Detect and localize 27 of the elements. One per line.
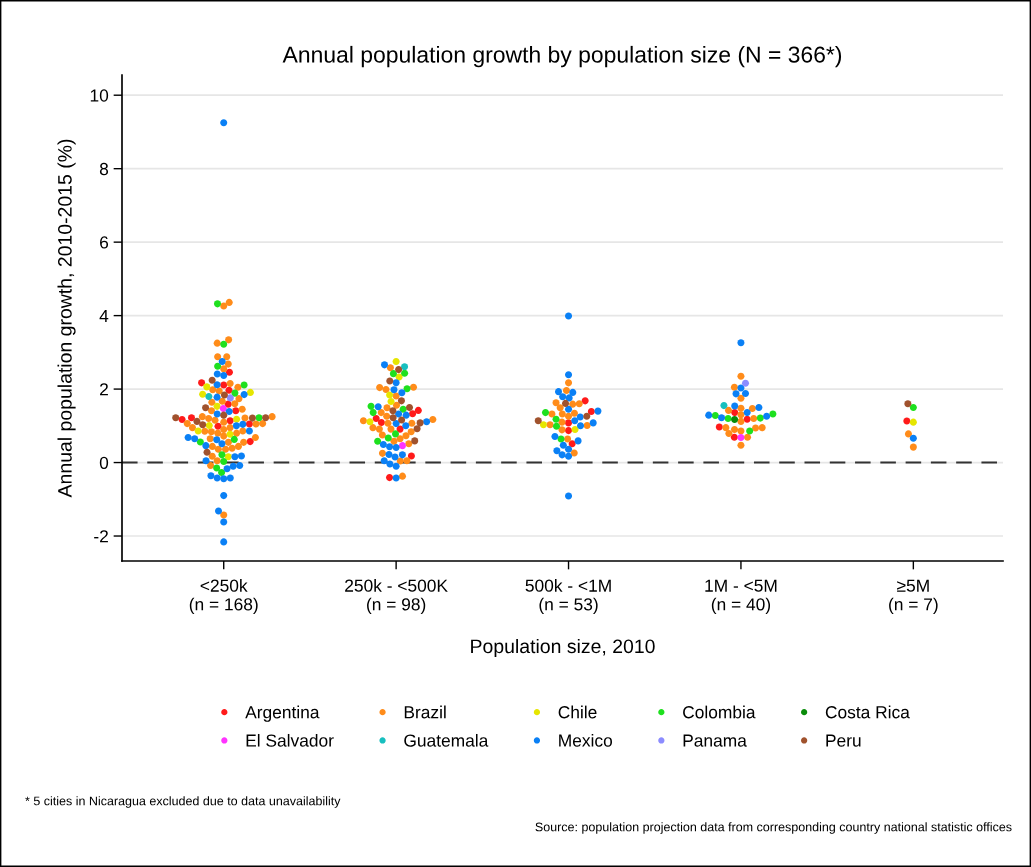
legend-label: Peru (826, 734, 861, 747)
y-tick-label: 0 (99, 456, 109, 470)
x-tick-label: 500k - <1M (n = 53) (525, 579, 611, 614)
y-tick-label: -2 (94, 530, 108, 543)
x-tick-label: <250k (n = 168) (189, 579, 258, 614)
y-axis-title: Annual population growth, 2010-2015 (%) (57, 139, 76, 498)
y-tick-label: 4 (99, 309, 109, 322)
y-tick-label: 8 (99, 162, 109, 176)
source-note: Source: population projection data from corresponding country national statistic offices (535, 822, 1012, 834)
legend-label: Costa Rica (825, 705, 910, 719)
x-axis-title: Population size, 2010 (471, 638, 655, 658)
legend-label: Chile (558, 705, 597, 719)
y-tick-label: 2 (100, 383, 108, 396)
x-tick-label: ≥5M (n = 7) (889, 579, 938, 614)
y-tick-label: 10 (90, 89, 109, 102)
legend-label: Colombia (683, 705, 756, 719)
text: * 5 cities in Nicaragua excluded due to data unavailability (25, 796, 341, 808)
legend-label: El Salvador (246, 733, 334, 747)
legend-label: Guatemala (404, 733, 489, 747)
legend-label: Mexico (559, 733, 613, 747)
legend-label: Brazil (404, 705, 446, 719)
x-tick-label: 1M - <5M (n = 40) (705, 579, 777, 614)
chart-title: Annual population growth by population size (N = 366*) (282, 45, 842, 68)
legend-label: Panama (683, 734, 747, 747)
y-tick-label: 6 (100, 236, 109, 249)
x-tick-label: 250k - <500K (n = 98) (345, 579, 448, 614)
legend-label: Argentina (245, 705, 320, 722)
